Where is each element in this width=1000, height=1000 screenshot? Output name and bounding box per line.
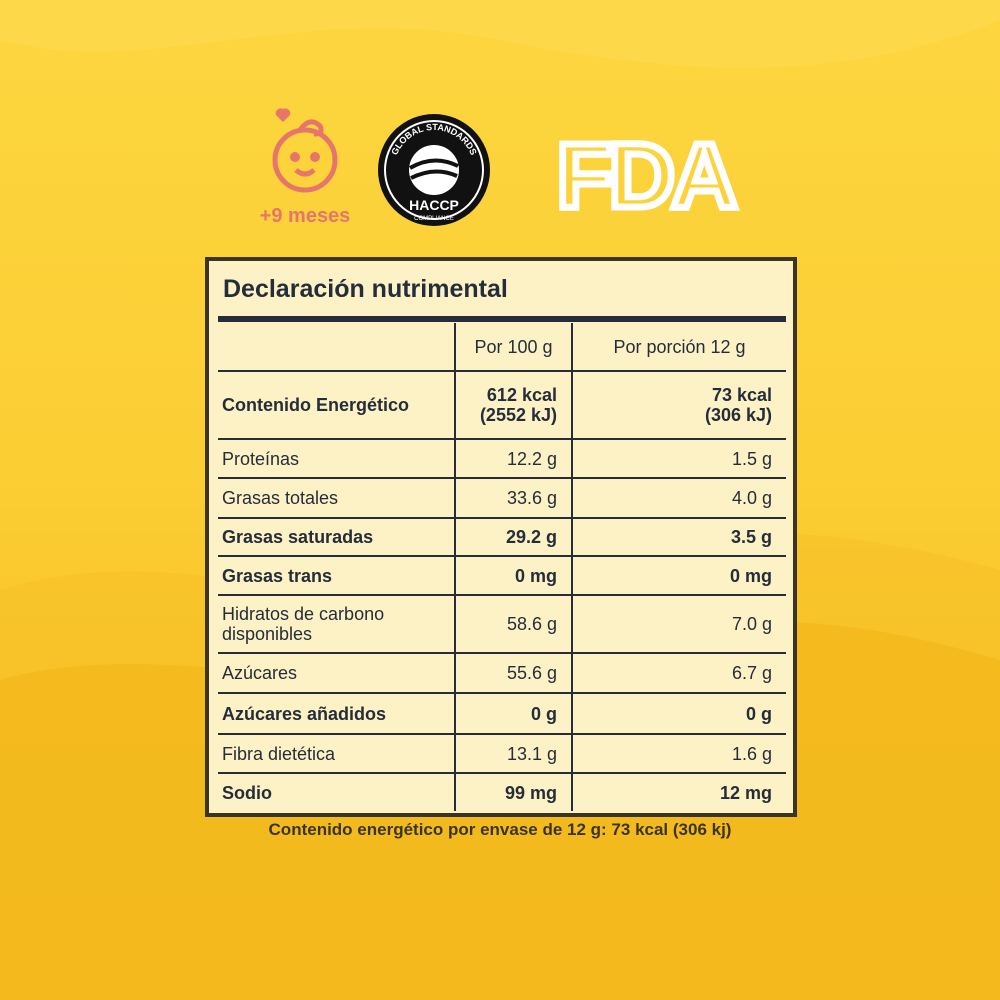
nutrient-label: Fibra dietética [218, 734, 455, 774]
nutrient-value: 6.7 g [571, 653, 786, 694]
header-cell: Por 100 g [454, 323, 572, 372]
nutrient-label: Azúcares añadidos [218, 693, 455, 735]
nutrient-label: Proteínas [218, 439, 455, 479]
nutrient-value: 99 mg [454, 773, 572, 811]
nutrient-value: 4.0 g [571, 478, 786, 519]
nutrient-value: 3.5 g [571, 518, 786, 557]
haccp-bottom: COMPLIANCE [414, 216, 454, 222]
nutrient-value: 612 kcal (2552 kJ) [454, 371, 572, 440]
nutrient-value: 1.6 g [571, 734, 786, 774]
nutrient-value: 0 mg [571, 556, 786, 596]
table-title: Declaración nutrimental [223, 275, 508, 303]
nutrient-value: 12 mg [571, 773, 786, 811]
nutrient-value: 58.6 g [454, 595, 572, 654]
age-label: +9 meses [260, 205, 351, 227]
nutrient-label: Azúcares [218, 653, 455, 694]
nutrient-value: 0 g [571, 693, 786, 735]
nutrient-value: 73 kcal (306 kJ) [571, 371, 786, 440]
nutrient-row: Proteínas 12.2 g 1.5 g [218, 439, 786, 479]
header-cell: Por porción 12 g [571, 323, 786, 372]
nutrition-table: Por 100 g Por porción 12 g Contenido Ene… [218, 323, 786, 811]
nutrient-row: Contenido Energético 612 kcal (2552 kJ) 73… [218, 371, 786, 440]
nutrient-label: Sodio [222, 782, 272, 803]
fda-logo: FDA [556, 125, 736, 227]
nutrient-value: 29.2 g [454, 518, 572, 557]
nutrient-row: Grasas saturadas 29.2 g 3.5 g [218, 518, 786, 557]
nutrient-label: Hidratos de carbono disponibles [218, 595, 455, 654]
nutrient-value: 1.5 g [571, 439, 786, 479]
baby-icon [272, 108, 338, 193]
header-row: Por 100 g Por porción 12 g [218, 323, 786, 372]
nutrient-label: Grasas saturadas [218, 518, 455, 557]
nutrient-row: Sodio 99 mg 12 mg [218, 773, 786, 811]
nutrition-table-box: Declaración nutrimental Por 100 g Por po… [205, 257, 797, 817]
nutrient-value: 33.6 g [454, 478, 572, 519]
nutrient-value: 55.6 g [454, 653, 572, 694]
haccp-main: HACCP [409, 197, 459, 213]
nutrient-row: Azúcares 55.6 g 6.7 g [218, 653, 786, 694]
nutrient-label: Contenido Energético [218, 371, 455, 440]
nutrient-label: Grasas totales [218, 478, 455, 519]
header-blank [218, 323, 455, 372]
nutrient-label: Grasas trans [218, 556, 455, 596]
footer-note: Contenido energético por envase de 12 g:… [268, 820, 732, 839]
nutrient-value: 7.0 g [571, 595, 786, 654]
table-body: Por 100 g Por porción 12 g Contenido Ene… [218, 323, 786, 811]
nutrient-value: 13.1 g [454, 734, 572, 774]
nutrient-value: 12.2 g [454, 439, 572, 479]
haccp-badge: GLOBAL STANDARDS HACCP COMPLIANCE [378, 114, 490, 226]
nutrient-row: Grasas trans 0 mg 0 mg [218, 556, 786, 596]
nutrient-row: Hidratos de carbono disponibles 58.6 g 7.0… [218, 595, 786, 654]
nutrient-value: 0 g [454, 693, 572, 735]
nutrient-row: Grasas totales 33.6 g 4.0 g [218, 478, 786, 519]
title-rule [218, 316, 786, 322]
nutrient-value: 0 mg [454, 556, 572, 596]
nutrient-row: Fibra dietética 13.1 g 1.6 g [218, 734, 786, 774]
